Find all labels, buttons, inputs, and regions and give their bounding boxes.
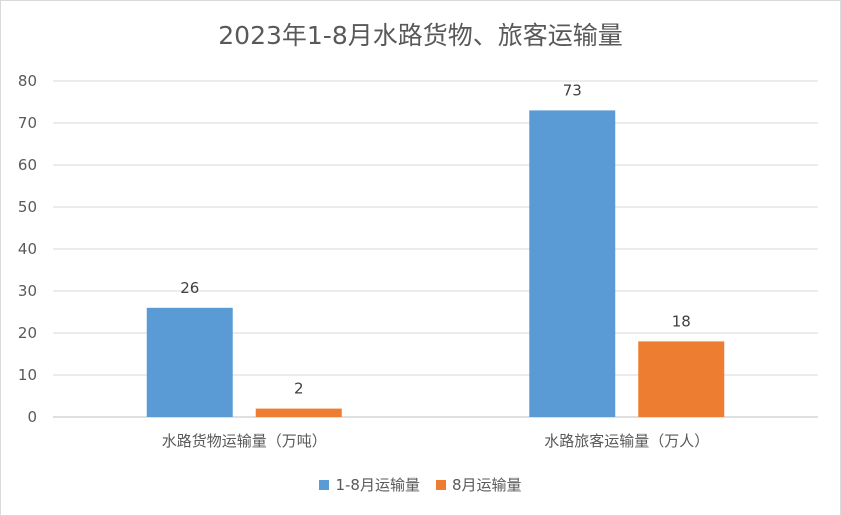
y-tick-label: 60	[18, 156, 37, 174]
legend-label-series-2: 8月运输量	[451, 476, 522, 494]
bar-1-2	[529, 110, 616, 418]
y-tick-label: 30	[18, 282, 37, 300]
y-tick-label: 0	[27, 408, 37, 426]
x-category-label: 水路旅客运输量（万人）	[544, 432, 709, 450]
x-category-label: 水路货物运输量（万吨）	[162, 432, 327, 450]
y-tick-label: 50	[18, 198, 37, 216]
data-label: 26	[180, 279, 199, 297]
y-tick-label: 70	[18, 114, 37, 132]
y-tick-label: 80	[18, 72, 37, 90]
bar-1-1	[146, 307, 233, 417]
data-label: 18	[672, 312, 691, 330]
legend: 1-8月运输量 8月运输量	[0, 474, 841, 495]
legend-swatch-series-2	[435, 479, 446, 490]
data-label: 2	[294, 380, 304, 398]
bar-2-2	[638, 341, 725, 417]
legend-label-series-1: 1-8月运输量	[335, 476, 420, 494]
legend-item-series-2: 8月运输量	[435, 474, 522, 495]
legend-swatch-series-1	[319, 479, 330, 490]
data-label: 73	[563, 81, 582, 99]
legend-item-series-1: 1-8月运输量	[319, 474, 420, 495]
y-tick-label: 40	[18, 240, 37, 258]
y-tick-label: 20	[18, 324, 37, 342]
bar-2-1	[255, 408, 342, 417]
chart-title: 2023年1-8月水路货物、旅客运输量	[218, 21, 623, 50]
y-tick-label: 10	[18, 366, 37, 384]
